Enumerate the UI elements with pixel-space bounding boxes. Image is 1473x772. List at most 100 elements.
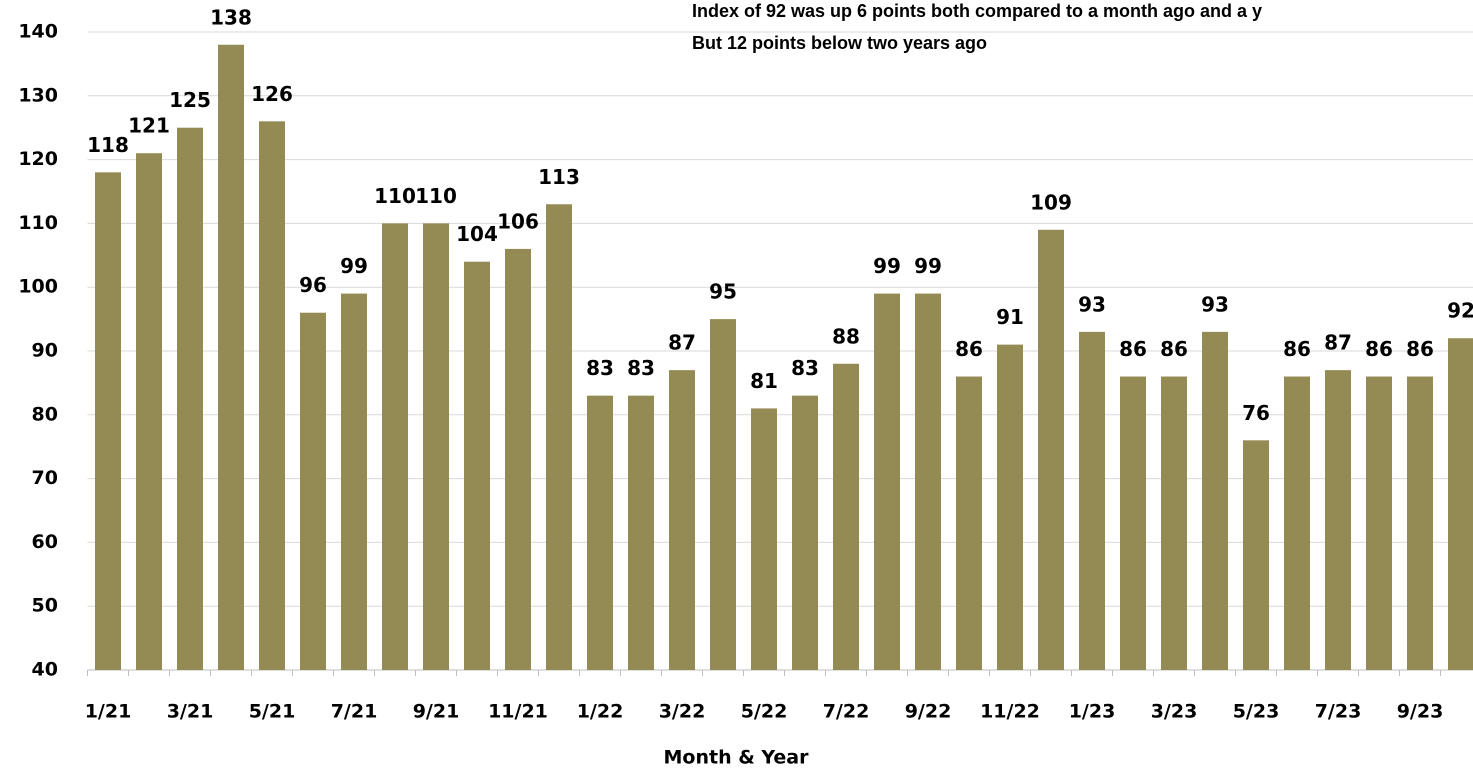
x-tick-label: 1/21 [85,701,132,723]
x-tick-label: 3/23 [1151,701,1198,723]
x-tick-label: 11/22 [980,701,1040,723]
x-tick-label: 5/23 [1233,701,1280,723]
data-label: 83 [627,356,655,380]
bar [1366,377,1392,670]
data-label: 121 [128,114,170,138]
data-label: 86 [1160,337,1188,361]
bar [587,396,613,670]
bar [382,223,408,670]
bar [136,153,162,670]
y-tick-label: 100 [18,276,58,298]
data-label: 86 [955,337,983,361]
data-label: 83 [791,356,819,380]
bar [956,377,982,670]
bar [218,45,244,670]
data-label: 106 [497,209,539,233]
bar [833,364,859,670]
bar [874,294,900,670]
data-label: 126 [251,82,293,106]
data-label: 109 [1030,190,1072,214]
x-tick-label: 3/22 [659,701,706,723]
x-tick-label: 5/21 [249,701,296,723]
chart: Index of 92 was up 6 points both compare… [0,0,1473,772]
y-tick-label: 110 [18,212,58,234]
data-label: 125 [169,88,211,112]
x-tick-label: 9/22 [905,701,952,723]
bar [1448,338,1473,670]
x-tick-label: 3/21 [167,701,214,723]
data-label: 91 [996,305,1024,329]
bar [95,172,121,670]
x-tick-label: 5/22 [741,701,788,723]
data-label: 86 [1283,337,1311,361]
y-tick-label: 90 [32,340,58,362]
y-tick-label: 60 [32,531,58,553]
data-label: 95 [709,280,737,304]
bar [259,121,285,670]
bar [1038,230,1064,670]
x-tick-label: 1/22 [577,701,624,723]
annotation: But 12 points below two years ago [692,33,987,53]
annotation: Index of 92 was up 6 points both compare… [692,1,1262,21]
y-tick-label: 40 [32,659,58,681]
y-tick-label: 80 [32,403,58,425]
x-tick-label: 11/21 [488,701,548,723]
bar [1325,370,1351,670]
bar [792,396,818,670]
y-tick-label: 130 [18,84,58,106]
bar [997,345,1023,670]
bar [915,294,941,670]
data-label: 88 [832,324,860,348]
data-label: 96 [299,273,327,297]
y-tick-label: 70 [32,467,58,489]
x-tick-label: 1/23 [1069,701,1116,723]
bar [710,319,736,670]
x-tick-label: 9/21 [413,701,460,723]
bar [1243,440,1269,670]
data-label: 110 [415,184,457,208]
data-label: 86 [1406,337,1434,361]
data-label: 83 [586,356,614,380]
data-label: 86 [1119,337,1147,361]
data-label: 93 [1078,292,1106,316]
data-label: 110 [374,184,416,208]
bar [423,223,449,670]
bar [1079,332,1105,670]
bar [177,128,203,670]
data-label: 113 [538,165,580,189]
bar [341,294,367,670]
data-label: 118 [87,133,129,157]
y-tick-label: 140 [18,21,58,43]
x-tick-label: 7/23 [1315,701,1362,723]
data-label: 93 [1201,292,1229,316]
y-tick-label: 120 [18,148,58,170]
data-label: 99 [340,254,368,278]
data-label: 104 [456,222,498,246]
x-tick-label: 7/22 [823,701,870,723]
data-label: 76 [1242,401,1270,425]
x-axis-title: Month & Year [664,747,810,769]
data-label: 81 [750,369,778,393]
y-tick-label: 50 [32,595,58,617]
bar [300,313,326,670]
data-label: 86 [1365,337,1393,361]
bar [1284,377,1310,670]
data-label: 92 [1447,299,1473,323]
bar [1202,332,1228,670]
data-label: 87 [668,331,696,355]
x-tick-label: 7/21 [331,701,378,723]
bar [669,370,695,670]
x-tick-label: 9/23 [1397,701,1444,723]
bar [1161,377,1187,670]
bar [464,262,490,670]
data-label: 87 [1324,331,1352,355]
bar [546,204,572,670]
data-label: 99 [873,254,901,278]
data-label: 138 [210,5,252,29]
bar [1120,377,1146,670]
bar [1407,377,1433,670]
bar [751,408,777,670]
bar [628,396,654,670]
data-label: 99 [914,254,942,278]
bar [505,249,531,670]
